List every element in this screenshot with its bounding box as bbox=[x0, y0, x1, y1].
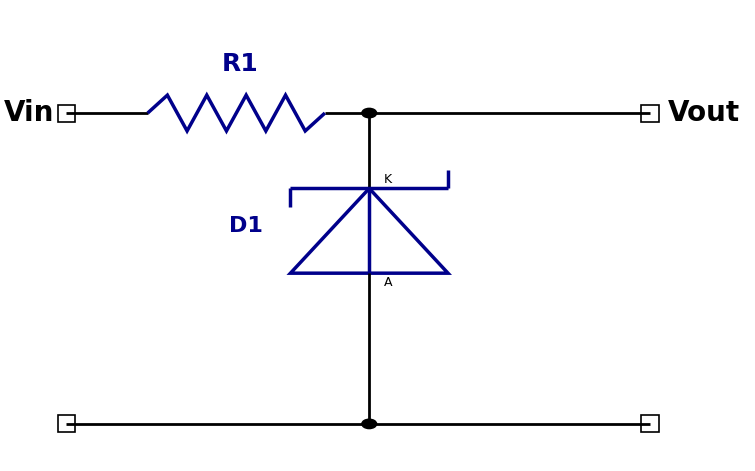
Circle shape bbox=[362, 108, 377, 118]
Bar bbox=[641, 415, 658, 432]
Text: Vin: Vin bbox=[4, 99, 54, 127]
Bar bbox=[57, 105, 76, 122]
Text: A: A bbox=[384, 276, 393, 289]
Text: K: K bbox=[384, 173, 392, 186]
Text: R1: R1 bbox=[222, 52, 258, 75]
Bar bbox=[641, 105, 658, 122]
Text: Vout: Vout bbox=[668, 99, 741, 127]
Circle shape bbox=[362, 419, 377, 429]
Bar bbox=[57, 415, 76, 432]
Text: D1: D1 bbox=[230, 216, 263, 236]
